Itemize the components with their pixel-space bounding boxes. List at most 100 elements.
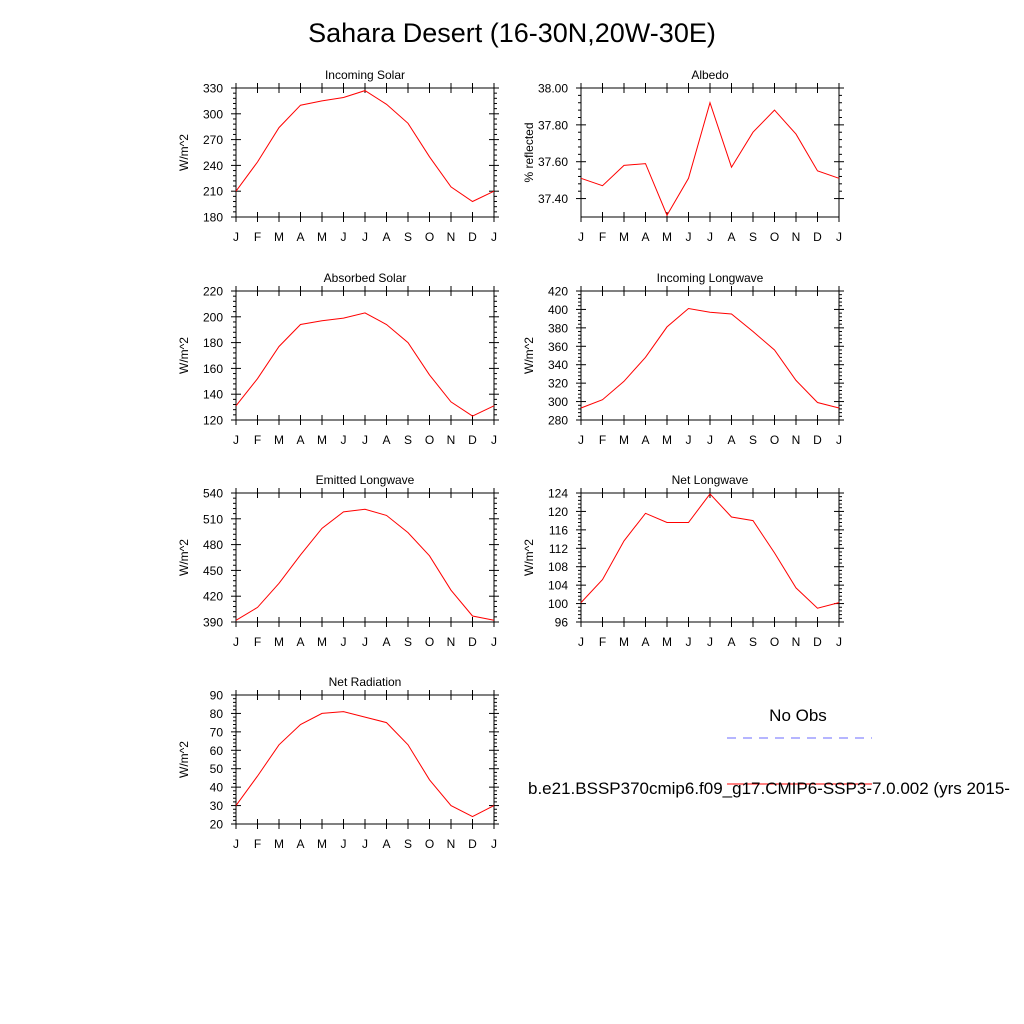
plot-frame — [235, 492, 495, 623]
series-line — [580, 493, 840, 609]
x-tick-label: O — [770, 230, 779, 244]
page-title: Sahara Desert (16-30N,20W-30E) — [308, 18, 716, 48]
x-tick-label: A — [382, 635, 390, 649]
chart-title: Incoming Solar — [325, 68, 405, 82]
x-tick-label: J — [341, 230, 347, 244]
x-tick-label: J — [686, 433, 692, 447]
y-axis-label: W/m^2 — [522, 539, 536, 576]
x-tick-label: S — [404, 837, 412, 851]
x-tick-label: J — [836, 230, 842, 244]
y-tick-label: 80 — [210, 707, 224, 721]
y-tick-label: 90 — [210, 689, 224, 703]
x-tick-label: D — [813, 230, 822, 244]
plot-frame — [580, 492, 840, 623]
chart-title: Incoming Longwave — [657, 271, 764, 285]
y-axis-label: W/m^2 — [177, 134, 191, 171]
y-tick-label: 320 — [548, 377, 568, 391]
x-tick-label: O — [770, 433, 779, 447]
x-tick-label: S — [749, 635, 757, 649]
plot-frame — [580, 290, 840, 421]
x-tick-label: M — [662, 433, 672, 447]
chart-title: Albedo — [691, 68, 729, 82]
x-tick-label: A — [727, 635, 735, 649]
x-tick-label: A — [296, 230, 304, 244]
y-tick-label: 510 — [203, 512, 223, 526]
x-tick-label: F — [599, 433, 606, 447]
y-tick-label: 480 — [203, 538, 223, 552]
x-tick-label: M — [317, 837, 327, 851]
x-tick-label: N — [792, 230, 801, 244]
y-tick-label: 220 — [203, 285, 223, 299]
y-tick-label: 50 — [210, 762, 224, 776]
y-tick-label: 112 — [549, 542, 568, 556]
x-tick-label: J — [491, 230, 497, 244]
y-tick-label: 120 — [203, 414, 223, 428]
y-tick-label: 200 — [203, 310, 223, 324]
y-axis-label: % reflected — [522, 122, 536, 182]
y-tick-label: 140 — [203, 388, 223, 402]
plot-frame — [235, 694, 495, 825]
x-tick-label: M — [274, 230, 284, 244]
x-tick-label: J — [707, 635, 713, 649]
x-tick-label: A — [727, 230, 735, 244]
y-tick-label: 60 — [210, 744, 224, 758]
x-tick-label: A — [641, 433, 649, 447]
y-tick-label: 270 — [203, 133, 223, 147]
x-tick-label: N — [447, 635, 456, 649]
x-tick-label: M — [662, 230, 672, 244]
plot-frame — [235, 290, 495, 421]
x-tick-label: O — [425, 230, 434, 244]
x-tick-label: N — [792, 635, 801, 649]
x-tick-label: M — [619, 230, 629, 244]
y-axis-label: W/m^2 — [522, 337, 536, 374]
x-tick-label: D — [468, 433, 477, 447]
x-tick-label: M — [662, 635, 672, 649]
series-line — [580, 307, 840, 409]
x-tick-label: A — [296, 837, 304, 851]
x-tick-label: O — [425, 635, 434, 649]
x-tick-label: A — [296, 635, 304, 649]
y-tick-label: 40 — [210, 781, 224, 795]
x-tick-label: M — [317, 230, 327, 244]
y-tick-label: 360 — [548, 340, 568, 354]
y-tick-label: 30 — [210, 799, 224, 813]
x-tick-label: S — [749, 230, 757, 244]
x-tick-label: J — [341, 635, 347, 649]
x-tick-label: D — [468, 230, 477, 244]
x-tick-label: J — [341, 837, 347, 851]
x-tick-label: J — [836, 433, 842, 447]
y-tick-label: 540 — [203, 487, 223, 501]
series-line — [235, 90, 495, 203]
x-tick-label: J — [341, 433, 347, 447]
x-tick-label: J — [707, 433, 713, 447]
y-tick-label: 300 — [548, 395, 568, 409]
chart-title: Emitted Longwave — [316, 473, 415, 487]
x-tick-label: F — [599, 635, 606, 649]
y-tick-label: 400 — [548, 303, 568, 317]
y-tick-label: 180 — [203, 336, 223, 350]
x-tick-label: J — [578, 230, 584, 244]
x-tick-label: A — [727, 433, 735, 447]
x-tick-label: N — [792, 433, 801, 447]
y-tick-label: 450 — [203, 564, 223, 578]
x-tick-label: J — [686, 230, 692, 244]
x-tick-label: A — [382, 433, 390, 447]
x-tick-label: F — [254, 230, 261, 244]
y-tick-label: 96 — [555, 616, 569, 630]
x-tick-label: J — [233, 230, 239, 244]
y-tick-label: 210 — [203, 185, 223, 199]
y-axis-label: W/m^2 — [177, 741, 191, 778]
y-tick-label: 37.40 — [538, 192, 568, 206]
y-tick-label: 330 — [203, 82, 223, 96]
plot-frame — [580, 87, 840, 218]
x-tick-label: M — [619, 433, 629, 447]
y-tick-label: 300 — [203, 107, 223, 121]
x-tick-label: F — [254, 837, 261, 851]
y-tick-label: 390 — [203, 616, 223, 630]
